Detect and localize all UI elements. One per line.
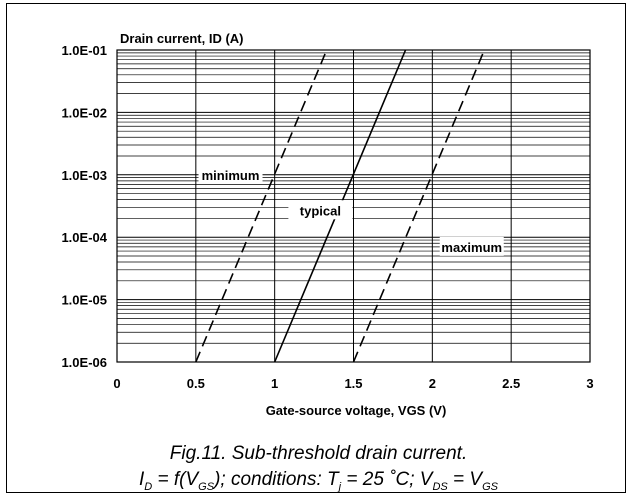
chart-title-bg xyxy=(118,31,286,47)
figure-frame xyxy=(6,3,626,493)
x-tick-label: 1 xyxy=(271,376,278,391)
y-tick-label: 1.0E-05 xyxy=(61,293,107,308)
series-line-minimum xyxy=(195,49,328,363)
series-label-maximum: maximum xyxy=(441,240,502,255)
chart-title: Drain current, ID (A) xyxy=(120,31,244,46)
x-tick-label: 2.5 xyxy=(502,376,520,391)
series-label-minimum: minimum xyxy=(202,168,260,183)
series-label-bg xyxy=(439,236,504,256)
series-line-maximum xyxy=(352,49,486,363)
caption-subscript: D xyxy=(144,480,153,493)
x-tick-label: 0 xyxy=(113,376,120,391)
caption-subscript: GS xyxy=(482,480,498,493)
caption-subscript: GS xyxy=(198,480,215,493)
series-label-bg xyxy=(288,200,353,220)
series-labels: minimum typical maximum xyxy=(198,164,504,256)
caption-subscript: j xyxy=(338,480,342,493)
caption-text: = 25 ˚C; V xyxy=(341,469,433,490)
chart: minimum typical maximum 0 0.5 1 1.5 2 2.5 3 1.0E-… xyxy=(61,31,594,418)
caption-text: = f(V xyxy=(152,469,199,490)
grid xyxy=(116,49,591,363)
x-tick-label: 1.5 xyxy=(344,376,362,391)
series-label-typical: typical xyxy=(300,203,341,218)
y-tick-label: 1.0E-06 xyxy=(61,355,107,370)
y-tick-label: 1.0E-03 xyxy=(61,168,107,183)
x-tick-label: 2 xyxy=(429,376,436,391)
x-tick-label: 0.5 xyxy=(187,376,205,391)
y-tick-label: 1.0E-01 xyxy=(61,43,107,58)
caption-text: = V xyxy=(447,469,483,490)
figure-caption-title: Fig.11. Sub-threshold drain current. xyxy=(169,443,468,464)
x-axis-label: Gate-source voltage, VGS (V) xyxy=(266,403,447,418)
caption-text: ); conditions: T xyxy=(214,469,339,490)
tick-labels: 0 0.5 1 1.5 2 2.5 3 1.0E-06 1.0E-05 1.0E-04 1.0E-0… xyxy=(61,43,593,391)
series-label-bg xyxy=(198,164,263,184)
y-tick-label: 1.0E-02 xyxy=(61,105,107,120)
caption-text: I xyxy=(138,469,145,490)
figure-caption-conditions: ID = f(VGS); conditions: Tj = 25 ˚C; VDS… xyxy=(0,469,637,493)
caption-subscript: DS xyxy=(432,480,448,493)
y-tick-label: 1.0E-04 xyxy=(61,230,107,245)
x-tick-label: 3 xyxy=(586,376,593,391)
